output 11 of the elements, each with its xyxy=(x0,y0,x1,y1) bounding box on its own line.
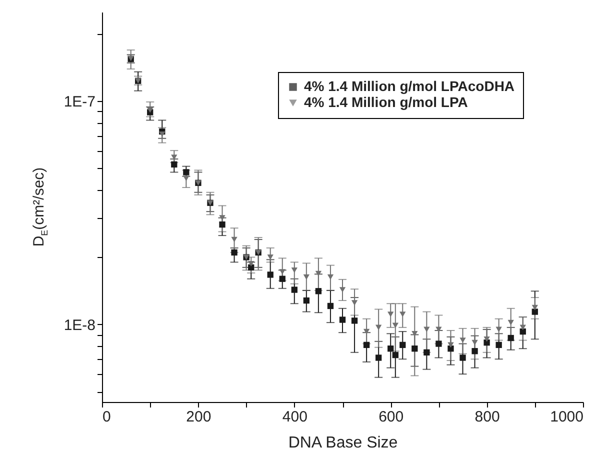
x-tick-label: 600 xyxy=(378,408,404,426)
x-tick-label: 1000 xyxy=(550,408,584,426)
legend-label: 4% 1.4 Million g/mol LPAcoDHA xyxy=(304,78,515,94)
x-tick-label: 0 xyxy=(102,408,111,426)
legend-label: 4% 1.4 Million g/mol LPA xyxy=(304,94,468,110)
x-tick-label: 400 xyxy=(282,408,308,426)
x-axis-title: DNA Base Size xyxy=(288,434,398,452)
y-tick-label: 1E-8 xyxy=(64,316,96,334)
y-tick-label: 1E-7 xyxy=(64,93,96,110)
x-tick-label: 800 xyxy=(474,408,500,426)
x-tick-label: 200 xyxy=(186,408,212,426)
